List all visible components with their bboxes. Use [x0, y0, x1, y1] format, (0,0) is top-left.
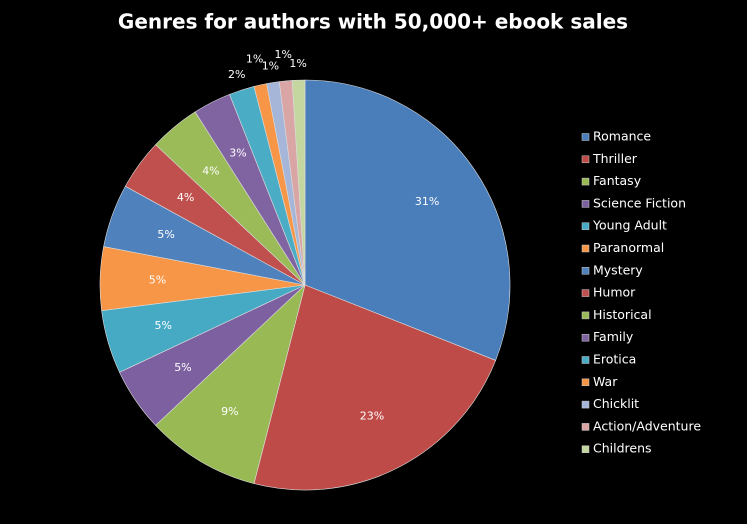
- legend-label: Erotica: [593, 352, 636, 367]
- legend-marker: [581, 133, 590, 141]
- legend-marker: [581, 356, 590, 364]
- data-label: 2%: [228, 68, 245, 81]
- data-label: 1%: [275, 48, 292, 61]
- legend-marker: [581, 400, 590, 409]
- data-label: 4%: [177, 191, 194, 204]
- legend-label: Humor: [593, 285, 636, 300]
- legend-marker: [581, 177, 590, 186]
- legend-label: Paranormal: [593, 240, 664, 255]
- legend-marker: [581, 267, 590, 275]
- pie-slice: [304, 79, 511, 361]
- legend-marker: [581, 311, 590, 320]
- data-label: 31%: [415, 195, 439, 208]
- data-label: 5%: [149, 273, 166, 286]
- data-label: 9%: [221, 405, 238, 418]
- legend-label: Family: [593, 329, 634, 344]
- data-label: 4%: [202, 164, 219, 177]
- legend-label: Young Adult: [592, 218, 667, 233]
- pie-slice: [291, 79, 306, 286]
- legend-marker: [581, 445, 590, 453]
- data-label: 1%: [289, 57, 306, 70]
- data-label: 5%: [155, 319, 172, 332]
- data-label: 1%: [262, 60, 279, 73]
- legend-marker: [581, 244, 590, 253]
- legend-marker: [581, 200, 590, 208]
- legend-label: Romance: [593, 129, 651, 144]
- data-label: 1%: [246, 53, 263, 66]
- legend-label: War: [593, 374, 618, 389]
- legend-label: Childrens: [593, 441, 652, 456]
- pie-slice: [155, 284, 306, 484]
- legend-marker: [581, 423, 590, 431]
- pie-slice: [253, 284, 496, 491]
- data-label: 3%: [229, 146, 246, 159]
- legend-label: Historical: [593, 307, 652, 322]
- legend-label: Chicklit: [593, 396, 639, 411]
- legend-label: Mystery: [593, 262, 643, 277]
- legend-marker: [581, 155, 590, 164]
- legend-label: Action/Adventure: [593, 418, 701, 433]
- legend-marker: [581, 289, 590, 297]
- data-label: 5%: [174, 361, 191, 374]
- legend-marker: [581, 222, 590, 230]
- legend-marker: [581, 378, 590, 387]
- chart-title: Genres for authors with 50,000+ ebook sa…: [118, 10, 628, 34]
- legend-marker: [581, 333, 590, 342]
- legend-label: Thriller: [592, 151, 638, 166]
- legend-label: Fantasy: [593, 173, 642, 188]
- legend-label: Science Fiction: [593, 195, 686, 210]
- data-label: 5%: [157, 228, 174, 241]
- data-label: 23%: [360, 410, 384, 423]
